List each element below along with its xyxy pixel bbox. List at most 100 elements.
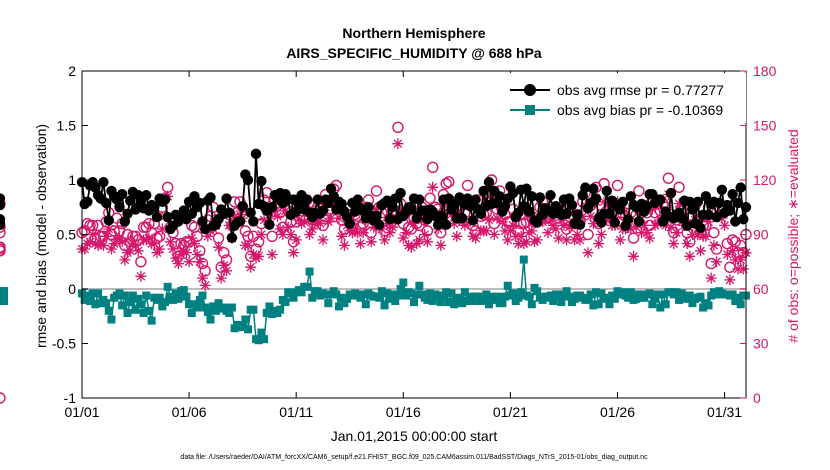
obs-evaluated-point — [451, 230, 463, 242]
bias-point — [126, 298, 135, 307]
obs-evaluated-point — [673, 198, 685, 210]
bias-point — [594, 300, 603, 309]
obs-evaluated-point — [114, 232, 125, 244]
obs-evaluated-point — [365, 236, 377, 248]
bias-point — [675, 295, 684, 304]
bias-point — [728, 290, 737, 299]
obs-evaluated-point — [119, 254, 131, 266]
obs-evaluated-point — [708, 239, 720, 251]
obs-evaluated-point — [229, 210, 241, 222]
rmse-point — [681, 220, 693, 231]
obs-evaluated-point — [625, 223, 637, 235]
y2-tick-label: 30 — [753, 336, 769, 352]
bias-point — [86, 296, 95, 305]
obs-evaluated-point — [614, 234, 626, 246]
rmse-point — [478, 185, 489, 197]
x-tick-label: 01/21 — [493, 404, 528, 420]
bias-point — [198, 291, 207, 300]
rmse-point — [435, 210, 446, 222]
bias-point — [321, 290, 330, 299]
obs-evaluated-point — [521, 236, 532, 248]
bias-point — [131, 305, 140, 314]
rmse-point — [730, 216, 741, 227]
bias-point — [602, 294, 611, 303]
bias-point — [182, 292, 191, 301]
obs-evaluated-point — [223, 219, 235, 231]
bias-point — [704, 301, 713, 310]
bias-point — [118, 301, 127, 310]
bias-point — [391, 296, 400, 305]
obs-possible-point — [633, 185, 645, 197]
bias-point — [626, 288, 635, 297]
obs-evaluated-point — [197, 272, 208, 284]
bias-point — [340, 299, 349, 308]
rmse-point — [221, 193, 232, 204]
bias-point — [584, 294, 593, 303]
obs-evaluated-point — [124, 245, 136, 257]
rmse-point — [738, 214, 749, 225]
bias-point — [134, 294, 143, 303]
obs-evaluated-point — [668, 238, 680, 250]
bias-point — [115, 289, 124, 298]
rmse-point — [116, 188, 128, 200]
y2-tick-label: 60 — [753, 281, 769, 297]
obs-evaluated-point — [255, 229, 267, 240]
bias-point — [142, 291, 151, 300]
obs-evaluated-point — [202, 230, 214, 242]
obs-evaluated-point — [459, 219, 471, 231]
obs-evaluated-point — [213, 241, 224, 253]
obs-possible-point — [392, 121, 404, 134]
obs-evaluated-point — [721, 249, 733, 260]
obs-evaluated-point — [234, 209, 246, 220]
bias-point — [107, 315, 116, 324]
x-tick-label: 01/01 — [64, 404, 99, 420]
obs-evaluated-point — [628, 250, 639, 262]
obs-possible-point — [518, 217, 530, 230]
obs-evaluated-point — [641, 227, 653, 239]
rmse-point — [363, 202, 374, 213]
obs-possible-point — [627, 232, 640, 244]
bias-point — [474, 292, 483, 301]
obs-evaluated-point — [413, 234, 425, 246]
bias-point — [0, 291, 8, 300]
obs-evaluated-point — [387, 221, 399, 233]
rmse-point — [130, 204, 141, 215]
obs-evaluated-point — [435, 239, 447, 251]
bias-point — [428, 296, 437, 305]
obs-evaluated-point — [242, 239, 254, 251]
bias-point — [672, 288, 681, 297]
rmse-point — [534, 192, 546, 203]
obs-evaluated-point — [550, 223, 562, 235]
bias-point — [193, 303, 202, 312]
bias-point — [388, 290, 397, 299]
bias-point — [225, 308, 234, 317]
bias-point — [509, 289, 518, 298]
y-tick-label: 1 — [68, 172, 76, 188]
y-tick-label: -1 — [64, 390, 77, 406]
obs-possible-point — [161, 181, 174, 193]
obs-evaluated-point — [491, 212, 503, 224]
legend-rmse-label: obs avg rmse pr = 0.77277 — [557, 82, 724, 98]
rmse-point — [414, 194, 425, 205]
rmse-point — [0, 219, 6, 230]
obs-evaluated-point — [290, 234, 302, 246]
rmse-point — [256, 175, 267, 187]
obs-evaluated-point — [338, 239, 350, 251]
bias-point — [214, 299, 223, 308]
rmse-point — [440, 219, 452, 230]
rmse-point — [732, 197, 744, 209]
bias-point — [260, 335, 269, 344]
rmse-point — [483, 176, 495, 188]
rmse-point — [633, 216, 645, 227]
bias-point — [653, 290, 662, 299]
bias-point — [163, 282, 172, 291]
rmse-point — [317, 205, 329, 216]
bias-point — [0, 287, 8, 296]
obs-evaluated-point — [175, 249, 187, 260]
obs-possible-point — [710, 243, 723, 255]
rmse-point — [82, 196, 93, 207]
obs-evaluated-point — [148, 238, 160, 250]
rmse-point — [301, 194, 313, 205]
obs-evaluated-point — [274, 223, 286, 235]
obs-evaluated-point — [333, 212, 345, 224]
